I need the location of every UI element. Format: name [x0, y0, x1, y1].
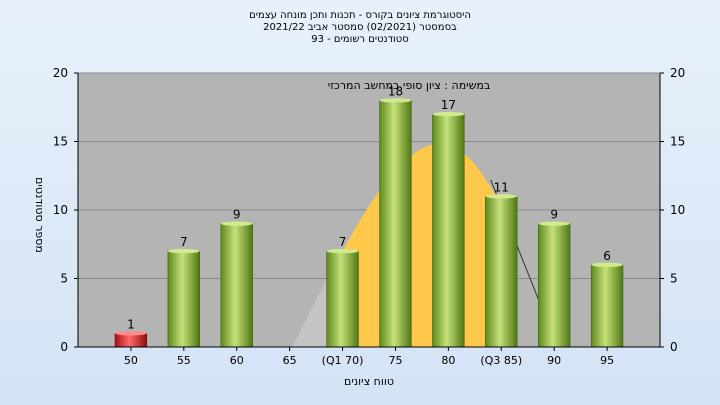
title-line-3: סטודנטים רשומים - 93	[311, 34, 409, 45]
data-label: 7	[339, 235, 347, 249]
x-tick-label: (Q3 85)	[480, 354, 522, 367]
chart-annotation: במשימה : ציון סופי במחשב המרכזי	[328, 79, 491, 92]
data-label: 11	[494, 180, 509, 194]
x-tick-label: 75	[388, 354, 402, 367]
x-tick-label: 50	[124, 354, 138, 367]
bar	[538, 223, 571, 348]
bar	[590, 264, 624, 348]
bar	[220, 223, 253, 348]
bar	[326, 250, 359, 348]
y2-tick-label: 5	[670, 272, 678, 286]
x-tick-label: 55	[177, 354, 191, 367]
data-label: 6	[603, 249, 611, 263]
x-axis-label: טווח ציונים	[344, 375, 394, 388]
bar-top	[379, 98, 412, 103]
y-tick-label: 5	[60, 272, 68, 286]
y-tick-label: 20	[53, 66, 68, 80]
bar	[485, 196, 518, 348]
x-tick-label: (Q1 70)	[322, 354, 364, 367]
y-tick-label: 15	[53, 135, 68, 149]
y-tick-label: 10	[53, 203, 68, 217]
chart-titles: היסטוגרמת ציונים בקורס - תכנות ותכן מונח…	[0, 10, 720, 46]
title-line-1: היסטוגרמת ציונים בקורס - תכנות ותכן מונח…	[249, 10, 471, 21]
y2-tick-label: 0	[670, 340, 678, 354]
bar-top	[485, 194, 518, 199]
data-label: 9	[233, 208, 241, 222]
title-line-2: בסמסטר (02/2021) סמסטר אביב 2021/22	[263, 22, 457, 33]
data-label: 9	[550, 208, 558, 222]
data-label: 1	[127, 317, 135, 331]
y2-tick-label: 20	[670, 66, 685, 80]
bar-top	[220, 221, 253, 226]
y2-tick-label: 10	[670, 203, 685, 217]
data-label: 7	[180, 235, 188, 249]
axes-group: 0 5 10 15 20 0 5 10 15 20 50 55 60 65 (Q1 70) 75 80 (Q3 8…	[53, 66, 686, 367]
y-tick-label: 0	[60, 340, 68, 354]
data-label: 17	[441, 98, 456, 112]
x-tick-label: 60	[230, 354, 244, 367]
x-tick-label: 80	[441, 354, 455, 367]
bar-top	[591, 262, 623, 267]
x-tick-label: 95	[600, 354, 614, 367]
bar-top	[115, 331, 147, 336]
bar	[379, 100, 412, 348]
y2-tick-label: 15	[670, 135, 685, 149]
bar-top	[432, 111, 465, 117]
bar-top	[538, 221, 571, 226]
x-tick-label: 90	[547, 354, 561, 367]
data-label: 18	[388, 84, 403, 98]
bar-top	[167, 248, 200, 254]
bar	[432, 113, 465, 348]
x-tick-label: 65	[283, 354, 297, 367]
bar	[167, 250, 200, 348]
y-axis-label: מספר סטודנטים	[33, 177, 46, 253]
bar-top	[326, 248, 359, 254]
